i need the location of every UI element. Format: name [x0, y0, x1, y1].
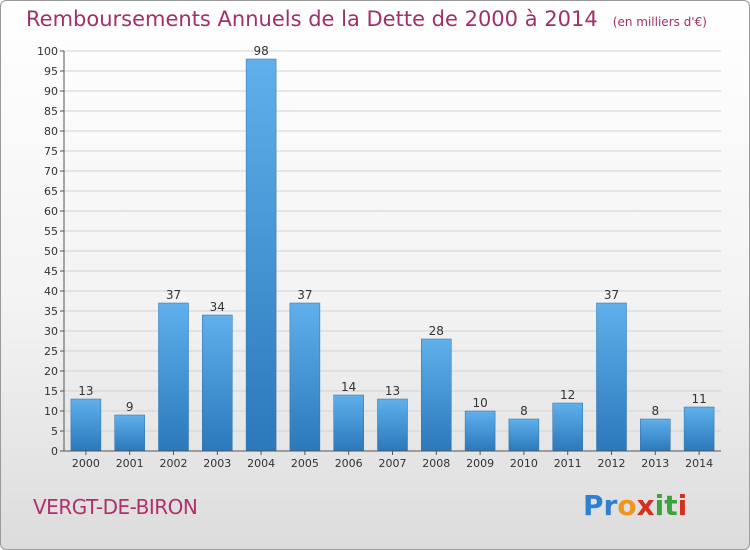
x-tick-label-2011: 2011: [554, 457, 582, 470]
x-tick-label-2008: 2008: [422, 457, 450, 470]
y-tick-label: 10: [44, 405, 58, 418]
x-tick-label-2004: 2004: [247, 457, 275, 470]
y-tick-label: 65: [44, 185, 58, 198]
y-tick-label: 40: [44, 285, 58, 298]
bar-2014: [683, 406, 715, 452]
x-tick-label-2002: 2002: [160, 457, 188, 470]
logo-letter: r: [603, 489, 618, 522]
x-tick-label-2000: 2000: [72, 457, 100, 470]
data-label-2005: 37: [297, 288, 312, 302]
y-tick-label: 5: [51, 425, 58, 438]
bars: [70, 58, 715, 452]
y-tick-label: 20: [44, 365, 58, 378]
commune-name: VERGT-DE-BIRON: [33, 495, 198, 519]
y-tick-label: 45: [44, 265, 58, 278]
data-label-2000: 13: [78, 384, 93, 398]
bar-2001: [114, 414, 145, 452]
bar-2005: [289, 302, 321, 452]
y-tick-label: 75: [44, 145, 58, 158]
y-tick-label: 50: [44, 245, 58, 258]
bar-2011: [552, 402, 583, 452]
data-label-2003: 34: [210, 300, 225, 314]
y-tick-label: 30: [44, 325, 58, 338]
data-label-2008: 28: [429, 324, 444, 338]
logo-letter: i: [654, 489, 665, 522]
x-tick-label-2005: 2005: [291, 457, 319, 470]
y-tick-label: 55: [44, 225, 58, 238]
data-label-2012: 37: [604, 288, 619, 302]
data-label-2002: 37: [166, 288, 181, 302]
y-tick-label: 35: [44, 305, 58, 318]
y-tick-label: 15: [44, 385, 58, 398]
y-tick-label: 100: [37, 45, 58, 58]
bar-2006: [333, 394, 364, 452]
bar-2007: [377, 398, 408, 452]
bar-2003: [202, 314, 233, 452]
y-tick-label: 85: [44, 105, 58, 118]
x-tick-label-2003: 2003: [203, 457, 231, 470]
data-label-2010: 8: [520, 404, 528, 418]
data-label-2009: 10: [472, 396, 487, 410]
data-label-2007: 13: [385, 384, 400, 398]
logo-letter: o: [617, 489, 637, 522]
data-label-2013: 8: [651, 404, 659, 418]
y-tick-label: 60: [44, 205, 58, 218]
x-tick-label-2001: 2001: [116, 457, 144, 470]
labels: 0 5 10 15 20 25 30 35 40 45 50 55 60 65 70 75 80 85 90 95 10…: [37, 44, 713, 470]
logo-letter: i: [677, 489, 688, 522]
bar-2013: [640, 418, 671, 452]
y-tick-label: 0: [51, 445, 58, 458]
y-tick-label: 90: [44, 85, 58, 98]
bar-2012: [596, 302, 627, 452]
title-row: Remboursements Annuels de la Dette de 20…: [26, 7, 707, 31]
logo-letter: t: [664, 489, 678, 522]
logo-letter: x: [636, 489, 655, 522]
bar-2002: [158, 302, 189, 452]
x-tick-label-2012: 2012: [598, 457, 626, 470]
data-label-2004: 98: [253, 44, 268, 58]
x-tick-label-2006: 2006: [335, 457, 363, 470]
logo-letter: P: [583, 489, 604, 522]
chart-title: Remboursements Annuels de la Dette de 20…: [26, 7, 598, 31]
data-label-2001: 9: [126, 400, 134, 414]
x-tick-label-2007: 2007: [379, 457, 407, 470]
x-tick-label-2014: 2014: [685, 457, 713, 470]
proxiti-logo[interactable]: Proxiti: [583, 489, 687, 522]
axes: [60, 50, 721, 455]
bar-2000: [70, 398, 102, 452]
y-tick-label: 70: [44, 165, 58, 178]
y-tick-label: 95: [44, 65, 58, 78]
x-tick-label-2009: 2009: [466, 457, 494, 470]
bar-2009: [464, 410, 496, 452]
data-label-2011: 12: [560, 388, 575, 402]
bar-2004: [245, 58, 277, 452]
y-tick-label: 25: [44, 345, 58, 358]
chart-unit: (en milliers d'€): [612, 15, 707, 29]
y-tick-label: 80: [44, 125, 58, 138]
bar-2010: [508, 418, 540, 452]
bar-2008: [421, 338, 452, 452]
data-label-2006: 14: [341, 380, 356, 394]
x-tick-label-2013: 2013: [641, 457, 669, 470]
data-label-2014: 11: [691, 392, 706, 406]
x-tick-label-2010: 2010: [510, 457, 538, 470]
